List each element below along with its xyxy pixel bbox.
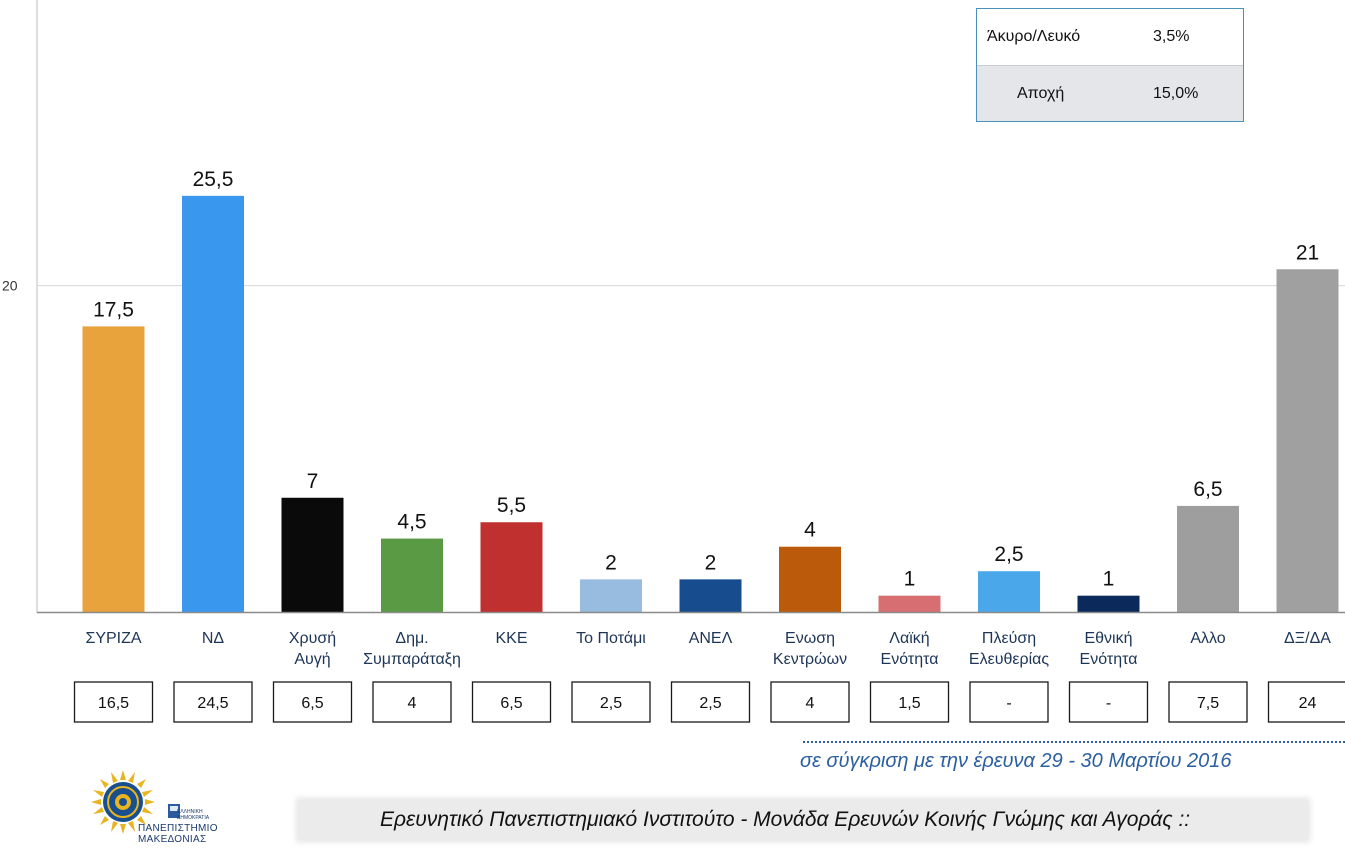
category-label: Χρυσή [289,630,336,647]
previous-value: 2,5 [600,695,622,712]
bar [1276,269,1339,612]
category-label: ΝΔ [202,630,225,647]
previous-value-box [73,681,154,723]
logo-small-line: ΔΗΜΟΚΡΑΤΙΑ [177,815,210,821]
value-label: 2 [605,551,617,574]
category-labels: ΣΥΡΙΖΑ ΝΔ Χρυσή Αυγή Δημ. Συμπαράταξη ΚΚΕ Το Πο… [85,630,1331,668]
category-label: Αυγή [294,651,330,668]
category-label: Το Ποτάμι [576,630,646,647]
category-label: ΑΝΕΛ [689,630,733,647]
bar [182,195,244,612]
comparison-divider [803,741,1345,743]
previous-value: - [1006,695,1011,712]
logo-text: ΠΑΝΕΠΙΣΤΗΜΙΟ ΜΑΚΕΔΟΝΙΑΣ [138,823,238,845]
category-label: Ελευθερίας [969,651,1049,668]
bar [580,579,642,612]
previous-value: - [1106,695,1111,712]
previous-value-box [372,681,452,723]
category-label: Δημ. [395,630,428,647]
value-label: 6,5 [1193,478,1222,501]
stats-row-invalid: Άκυρο/Λευκό 3,5% [977,9,1243,65]
value-label: 1 [1103,568,1115,591]
previous-value-box [670,681,751,723]
comparison-note: σε σύγκριση με την έρευνα 29 - 30 Μαρτίο… [800,750,1232,772]
stats-label: Άκυρο/Λευκό [987,28,1081,45]
value-label: 2,5 [994,543,1023,566]
previous-value: 1,5 [898,695,920,712]
bar [281,497,344,612]
category-label: Εθνική [1084,630,1132,647]
previous-value: 4 [408,695,417,712]
bars [82,195,1339,612]
previous-value: 7,5 [1197,695,1219,712]
value-label: 4 [804,519,816,542]
bar [1077,595,1140,612]
previous-value-box [471,681,552,723]
value-label: 2 [705,551,717,574]
previous-value-box [969,681,1049,723]
bar [779,546,841,612]
value-label: 17,5 [93,298,134,321]
logo-small-line: ΕΛΛΗΝΙΚΗ [177,809,203,815]
bar [381,538,443,612]
category-label: Λαϊκή [889,630,929,647]
category-label: ΚΚΕ [495,630,527,647]
previous-value-box [1267,681,1345,723]
bar [679,579,742,612]
previous-value: 4 [806,695,815,712]
previous-value: 16,5 [98,695,129,712]
previous-value-box [1068,681,1149,723]
value-label: 21 [1296,241,1319,264]
bar [978,571,1040,612]
category-label: Κεντρώων [773,651,847,668]
bar [480,522,543,612]
previous-value: 2,5 [699,695,721,712]
value-labels: 17,5 25,5 7 4,5 5,5 2 2 4 1 2,5 1 6,5 21 [93,168,1319,591]
category-label: Ενωση [785,630,835,647]
bar [878,595,941,612]
bar [1177,505,1239,612]
logo-line: ΜΑΚΕΔΟΝΙΑΣ [138,834,207,845]
category-label: Ενότητα [1080,651,1138,668]
category-label: Συμπαράταξη [363,651,461,668]
value-label: 4,5 [397,511,426,534]
stats-value: 3,5% [1153,28,1190,45]
y-tick-labels: 20 [2,278,18,294]
stats-value: 15,0% [1153,84,1199,102]
previous-value-box [272,681,353,723]
previous-values: 16,5 24,5 6,5 4 6,5 2,5 2,5 4 1,5 - - 7,5 24 [73,681,1345,723]
category-label: ΣΥΡΙΖΑ [85,630,141,647]
previous-value-box [1168,681,1248,723]
category-label: Πλεύση [982,630,1036,647]
university-logo [91,770,180,834]
previous-value: 24 [1299,695,1317,712]
previous-value: 6,5 [500,695,522,712]
category-label: Ενότητα [881,651,939,668]
footer-text: Ερευνητικό Πανεπιστημιακό Ινστιτούτο - Μ… [380,808,1191,831]
previous-value-box [770,681,850,723]
value-label: 1 [904,568,916,591]
value-label: 5,5 [497,494,526,517]
bar [82,326,145,612]
logo-small-text: ΕΛΛΗΝΙΚΗ ΔΗΜΟΚΡΑΤΙΑ [177,809,209,821]
previous-value: 24,5 [197,695,228,712]
previous-value-box [869,681,950,723]
logo-line: ΠΑΝΕΠΙΣΤΗΜΙΟ [138,823,218,834]
previous-value: 6,5 [301,695,323,712]
value-label: 25,5 [193,168,234,191]
value-label: 7 [307,470,319,493]
y-tick-label: 20 [2,278,18,294]
stats-label: Αποχή [1017,84,1065,102]
stats-row-abstention: Αποχή 15,0% [977,65,1243,121]
footer-band [298,800,1308,840]
category-label: Αλλο [1190,630,1225,647]
stats-box: Άκυρο/Λευκό 3,5% Αποχή 15,0% [976,8,1244,122]
category-label: ΔΞ/ΔΑ [1284,630,1331,647]
previous-value-box [571,681,651,723]
previous-value-box [173,681,253,723]
